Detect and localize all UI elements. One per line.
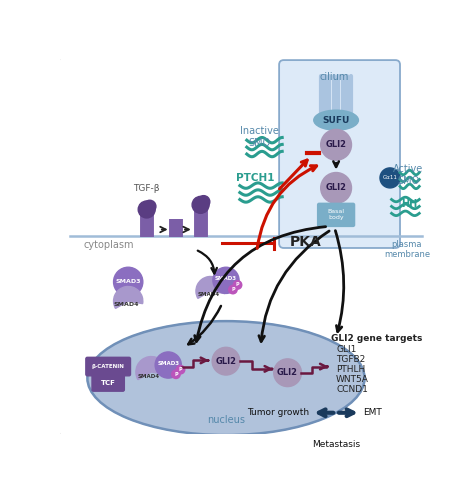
Wedge shape (114, 286, 143, 308)
Text: HH: HH (401, 200, 417, 209)
FancyBboxPatch shape (279, 60, 400, 248)
Circle shape (138, 201, 155, 218)
Circle shape (172, 370, 180, 379)
FancyBboxPatch shape (318, 203, 355, 226)
Text: GLI2: GLI2 (326, 141, 346, 149)
Text: Gα11: Gα11 (383, 175, 397, 181)
Text: TGF-β: TGF-β (133, 183, 160, 193)
Text: cilium: cilium (319, 72, 348, 82)
Circle shape (321, 173, 352, 203)
Text: P: P (236, 283, 239, 287)
Circle shape (213, 267, 239, 293)
Circle shape (233, 281, 242, 289)
Text: GLI1: GLI1 (336, 345, 356, 354)
Text: PKA: PKA (290, 235, 322, 249)
Text: SMAD4: SMAD4 (197, 292, 219, 298)
Circle shape (198, 196, 210, 208)
Text: PTHLH: PTHLH (336, 365, 365, 374)
Circle shape (380, 168, 400, 188)
Text: P: P (179, 367, 182, 372)
Text: Inactive
SMO: Inactive SMO (240, 126, 279, 148)
Text: GLI2: GLI2 (326, 183, 346, 192)
Circle shape (144, 200, 156, 213)
Text: SMAD3: SMAD3 (116, 279, 141, 285)
Text: Active
SMO: Active SMO (393, 164, 424, 185)
Text: TGFB2: TGFB2 (336, 355, 365, 364)
Wedge shape (136, 357, 167, 380)
Text: β-CATENIN: β-CATENIN (92, 364, 125, 369)
FancyBboxPatch shape (86, 357, 130, 376)
FancyBboxPatch shape (59, 57, 427, 436)
Text: SMAD4: SMAD4 (138, 374, 160, 379)
Text: TCF: TCF (101, 380, 116, 386)
Circle shape (212, 347, 240, 375)
Text: P: P (174, 372, 178, 377)
Text: GLI2 gene targets: GLI2 gene targets (331, 334, 423, 343)
Text: CCND1: CCND1 (336, 385, 368, 394)
Text: Basal
body: Basal body (328, 209, 345, 220)
Circle shape (321, 129, 352, 160)
Text: Tumor growth: Tumor growth (247, 408, 309, 417)
Text: SMAD3: SMAD3 (215, 276, 237, 281)
Text: Metastasis: Metastasis (312, 441, 360, 449)
Text: GLI2: GLI2 (277, 368, 298, 377)
Text: plasma
membrane: plasma membrane (384, 240, 430, 259)
Text: P: P (231, 287, 235, 292)
Wedge shape (196, 277, 225, 299)
FancyBboxPatch shape (92, 374, 124, 391)
Circle shape (228, 285, 237, 294)
Text: PTCH1: PTCH1 (236, 173, 274, 183)
Text: SMAD3: SMAD3 (157, 361, 179, 366)
Text: SMAD4: SMAD4 (114, 303, 139, 307)
Text: SUFU: SUFU (322, 116, 350, 124)
Circle shape (114, 267, 143, 297)
Text: WNT5A: WNT5A (336, 375, 369, 384)
Text: EMT: EMT (363, 408, 382, 417)
Text: cytoplasm: cytoplasm (83, 240, 134, 249)
Ellipse shape (314, 110, 358, 130)
Circle shape (273, 359, 301, 386)
Ellipse shape (87, 321, 365, 435)
Circle shape (176, 366, 185, 374)
Text: GLI2: GLI2 (216, 357, 237, 366)
Circle shape (192, 196, 209, 213)
Circle shape (155, 352, 182, 378)
Text: nucleus: nucleus (207, 415, 245, 426)
